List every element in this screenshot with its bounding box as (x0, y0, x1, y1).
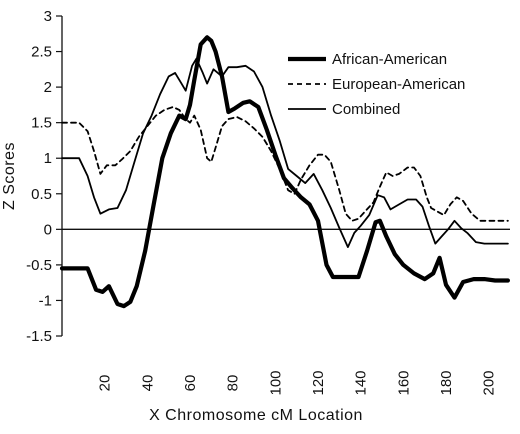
x-tick-label: 140 (353, 370, 370, 395)
series-line-1 (59, 35, 510, 309)
x-tick-label: 200 (481, 370, 498, 395)
y-tick-label: 2 (44, 79, 52, 96)
y-tick-label: 0 (44, 221, 52, 238)
axes: -1.5 -1 -0.5 0 0.5 1 1.5 2 2.5 3 20 40 60 80 100 120 14… (26, 8, 510, 396)
x-tick-label: 180 (438, 370, 455, 395)
y-tick-label: -1.5 (26, 328, 52, 345)
y-tick-label: 1 (44, 150, 52, 167)
series-line-2 (61, 106, 509, 222)
x-tick-label: 80 (225, 375, 242, 392)
legend-label: African-American (332, 51, 447, 68)
y-tick-label: 3 (44, 8, 52, 25)
x-ticks: 20 40 60 80 100 120 140 160 180 200 (97, 370, 498, 395)
series-line-3 (61, 57, 509, 248)
x-tick-label: 100 (267, 370, 284, 395)
legend: African-American European-American Combine… (288, 51, 465, 118)
y-tick-label: 0.5 (31, 186, 52, 203)
x-tick-label: 40 (139, 375, 156, 392)
y-tick-label: 2.5 (31, 44, 52, 61)
x-tick-label: 20 (97, 375, 114, 392)
y-tick-label: -0.5 (26, 257, 52, 274)
legend-label: European-American (332, 76, 465, 93)
x-axis-title: X Chromosome cM Location (149, 407, 363, 424)
x-tick-label: 120 (310, 370, 327, 395)
y-tick-label: -1 (39, 292, 52, 309)
series-layer (59, 35, 510, 309)
legend-label: Combined (332, 101, 400, 118)
y-axis-title: Z Scores (1, 142, 18, 210)
x-tick-label: 160 (395, 370, 412, 395)
y-tick-label: 1.5 (31, 115, 52, 132)
x-tick-label: 60 (182, 375, 199, 392)
y-ticks: -1.5 -1 -0.5 0 0.5 1 1.5 2 2.5 3 (26, 8, 62, 345)
